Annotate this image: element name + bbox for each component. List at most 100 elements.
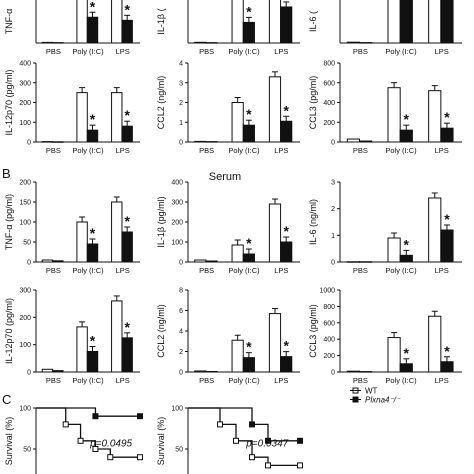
bar-wt-0 (194, 370, 207, 373)
x-category-label: LPS (274, 376, 288, 385)
bar-ko-1 (399, 363, 413, 373)
significance-star: * (90, 225, 96, 241)
survival-marker-ko (249, 421, 255, 428)
survival-marker-wt (249, 454, 255, 461)
survival-end-marker-ko (297, 437, 303, 444)
bar-wt-1 (76, 326, 88, 373)
x-category-label: LPS (435, 376, 449, 385)
x-category-label: Poly (I:C) (72, 376, 104, 385)
y-tick-label: 300 (19, 288, 31, 295)
y-axis-label: CCL2 (ng/ml) (156, 76, 166, 130)
legend: WT Plxna4⁻/⁻ (350, 387, 401, 405)
survival-marker-wt (62, 421, 69, 428)
y-tick-label: 200 (19, 180, 31, 187)
survival-line-ko (188, 407, 300, 442)
y-tick-label: 0 (179, 140, 183, 147)
chart-panel-13: Survival (%) 100 50 p=0.0347 (156, 406, 303, 474)
y-tick-label: 2 (331, 206, 335, 213)
chart-panel-3: IL-12p70 (pg/ml) 0 100 200 300 400 PBS * Poly (I… (4, 61, 140, 155)
significance-star: * (404, 345, 410, 361)
p-value: p=0.0347 (245, 439, 288, 450)
bar-ko-0 (52, 42, 64, 44)
y-tick-label: 100 (171, 240, 183, 247)
y-axis-label: TNF-α (pg/ml) (4, 194, 14, 250)
y-tick-label: 0 (331, 140, 335, 147)
x-category-label: Poly (I:C) (72, 266, 104, 275)
bar-ko-1 (86, 129, 99, 143)
y-axis-label: CCL3 (pg/ml) (308, 76, 318, 130)
significance-star: * (90, 111, 96, 127)
significance-star: * (283, 102, 289, 118)
survival-marker-wt (92, 446, 99, 452)
x-category-label: PBS (199, 376, 214, 385)
bar-wt-1 (387, 237, 401, 263)
bar-wt-0 (41, 368, 54, 373)
survival-marker-wt (77, 437, 84, 444)
survival-marker-wt (233, 437, 239, 444)
y-tick-label: 0 (27, 370, 31, 377)
x-category-label: PBS (199, 266, 214, 275)
y-tick-label: 600 (323, 320, 335, 327)
bar-ko-1 (399, 129, 413, 143)
survival-marker-ko (92, 413, 99, 420)
bar-wt-1 (231, 102, 244, 143)
bar-wt-0 (346, 138, 361, 143)
bar-ko-0 (52, 260, 64, 263)
x-category-label: PBS (199, 47, 214, 56)
x-category-label: Poly (I:C) (228, 47, 260, 56)
y-tick-label: 100 (19, 342, 31, 349)
y-tick-label: 100 (19, 120, 31, 127)
significance-star: * (444, 343, 450, 359)
survival-end-marker-wt (297, 462, 303, 469)
bar-wt-0 (194, 259, 207, 263)
legend-wt-label: WT (365, 387, 378, 396)
x-category-label: PBS (199, 146, 214, 155)
y-tick-label: 800 (323, 304, 335, 311)
survival-line-ko (36, 407, 140, 417)
bar-wt-2 (111, 201, 123, 263)
bar-ko-2 (121, 19, 133, 44)
x-category-label: PBS (46, 47, 61, 56)
y-tick-label: 800 (323, 61, 335, 68)
x-category-label: LPS (435, 47, 449, 56)
x-category-label: PBS (46, 376, 61, 385)
significance-star: * (404, 111, 410, 127)
y-tick-label: 1 (331, 233, 335, 240)
y-axis-label: IL-6 ( (308, 11, 318, 32)
bar-ko-2 (440, 127, 454, 143)
significance-star: * (90, 333, 96, 349)
bar-wt-2 (428, 315, 442, 373)
bar-wt-2 (111, 92, 123, 143)
significance-star: * (444, 211, 450, 227)
y-axis-label: Survival (%) (4, 417, 14, 466)
survival-marker-wt (217, 421, 223, 428)
significance-star: * (246, 106, 252, 122)
bar-ko-0 (359, 140, 373, 143)
bar-ko-1 (242, 124, 255, 143)
x-category-label: Poly (I:C) (385, 266, 417, 275)
chart-panel-1: IL-1β (PBS * Poly (I:C) * LPS (156, 0, 300, 56)
bar-ko-0 (205, 141, 218, 143)
bar-ko-2 (440, 361, 454, 373)
bar-wt-2 (428, 0, 442, 44)
y-tick-label: 600 (323, 80, 335, 87)
bar-wt-0 (346, 370, 361, 373)
charts: TNF-α PBS * Poly (I:C) * LPS IL-1β (PBS * Poly (… (4, 0, 462, 474)
y-tick-label: 3 (331, 180, 335, 187)
significance-star: * (404, 236, 410, 252)
survival-marker-wt (107, 454, 114, 461)
bar-wt-2 (111, 300, 123, 373)
y-tick-label: 200 (323, 120, 335, 127)
y-tick-label: 400 (323, 337, 335, 344)
bar-wt-2 (268, 76, 282, 143)
y-axis-label: CCL2 (ng/ml) (156, 304, 166, 358)
bar-wt-1 (231, 244, 244, 263)
y-tick-label: 6 (179, 308, 183, 315)
x-category-label: LPS (116, 47, 130, 56)
chart-panel-7: IL-1β (pg/ml) 0 100 200 300 400 PBS * Poly (I:C)… (156, 180, 300, 275)
y-axis-label: IL-12p70 (pg/ml) (4, 298, 14, 364)
x-category-label: LPS (116, 376, 130, 385)
survival-end-marker-wt (137, 454, 143, 461)
x-category-label: LPS (274, 146, 288, 155)
